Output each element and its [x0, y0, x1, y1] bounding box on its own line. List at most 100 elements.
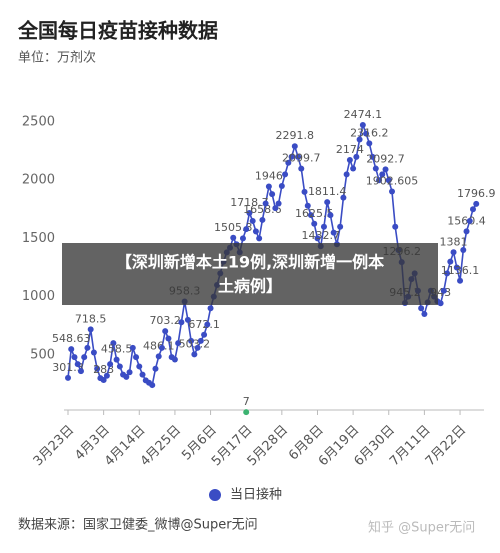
data-point	[162, 328, 169, 335]
data-point	[90, 349, 97, 356]
data-point	[304, 202, 311, 209]
data-point	[113, 356, 120, 363]
y-tick-label: 1000	[22, 289, 55, 304]
data-point	[139, 371, 146, 378]
data-point	[356, 136, 363, 143]
data-point	[324, 199, 331, 206]
data-label: 2099.7	[282, 152, 321, 165]
data-point	[204, 321, 211, 328]
data-point	[129, 344, 136, 351]
data-point	[275, 200, 282, 207]
data-point	[392, 223, 399, 230]
data-point	[123, 373, 130, 380]
data-point	[343, 171, 350, 178]
data-point	[327, 212, 334, 219]
data-point	[84, 344, 91, 351]
data-point	[372, 165, 379, 172]
data-point	[314, 235, 321, 242]
data-point	[447, 258, 454, 265]
data-point	[71, 354, 78, 361]
data-label: 1658.6	[243, 203, 282, 216]
y-tick-label: 500	[30, 347, 55, 362]
data-label: 1796.9	[457, 187, 496, 200]
banner-text: 土病例】	[218, 277, 282, 296]
data-label: 1560.4	[447, 214, 486, 227]
data-point	[453, 264, 460, 271]
data-label: 2092.7	[366, 152, 405, 165]
data-point	[110, 340, 117, 347]
data-point	[207, 305, 214, 312]
chart-subtitle: 单位：万剂次	[18, 50, 96, 66]
data-point	[418, 305, 425, 312]
data-point	[359, 122, 366, 129]
data-point	[243, 226, 250, 233]
data-point	[126, 369, 133, 376]
banner-text: 【深圳新增本土19例,深圳新增一例本	[116, 253, 384, 272]
data-point	[473, 200, 480, 207]
data-point	[94, 365, 101, 372]
data-point	[249, 217, 256, 224]
data-point	[107, 361, 114, 368]
data-point	[256, 235, 263, 242]
data-point	[444, 270, 451, 277]
data-point	[466, 217, 473, 224]
data-point	[295, 153, 302, 160]
data-point	[243, 409, 250, 416]
data-point	[155, 353, 162, 360]
data-point	[269, 191, 276, 198]
data-point	[298, 165, 305, 172]
data-point	[201, 331, 208, 338]
data-point	[457, 277, 464, 284]
data-point	[184, 316, 191, 323]
data-point	[450, 249, 457, 256]
data-point	[87, 326, 94, 333]
data-point	[265, 183, 272, 190]
data-point	[272, 205, 279, 212]
data-label: 1718.7	[230, 196, 269, 209]
data-point	[116, 363, 123, 370]
data-point	[288, 153, 295, 160]
data-label: 1902.605	[366, 175, 419, 188]
data-point	[379, 171, 386, 178]
data-point	[178, 319, 185, 326]
data-label: 458.5	[101, 343, 133, 356]
data-label: 1811.4	[308, 185, 347, 198]
data-point	[421, 311, 428, 318]
data-label: 7	[243, 395, 250, 408]
data-label: 718.5	[75, 312, 107, 325]
data-point	[350, 165, 357, 172]
data-label: 2474.1	[344, 108, 383, 121]
y-tick-label: 2500	[22, 115, 55, 130]
data-point	[171, 356, 178, 363]
watermark: 知乎 @Super无问	[368, 520, 475, 536]
data-point	[188, 337, 195, 344]
data-point	[252, 228, 259, 235]
data-point	[463, 228, 470, 235]
data-label: 1432.7	[301, 229, 340, 242]
data-point	[158, 344, 165, 351]
data-point	[239, 235, 246, 242]
y-tick-label: 1500	[22, 231, 55, 246]
data-point	[230, 234, 237, 241]
data-point	[152, 365, 159, 372]
data-point	[133, 354, 140, 361]
data-label: 1381	[440, 235, 468, 248]
data-point	[440, 287, 447, 294]
data-point	[340, 194, 347, 201]
chart-title: 全国每日疫苗接种数据	[17, 19, 218, 43]
data-point	[337, 223, 344, 230]
data-point	[103, 372, 110, 379]
data-point	[262, 200, 269, 207]
data-label: 703.2	[149, 314, 181, 327]
data-point	[175, 340, 182, 347]
data-point	[100, 377, 107, 384]
data-point	[366, 140, 373, 147]
data-point	[363, 130, 370, 137]
data-point	[74, 361, 81, 368]
data-label: 486.1	[143, 339, 175, 352]
data-point	[68, 346, 75, 353]
data-point	[311, 220, 318, 227]
data-point	[282, 171, 289, 178]
data-label: 2316.2	[350, 126, 389, 139]
